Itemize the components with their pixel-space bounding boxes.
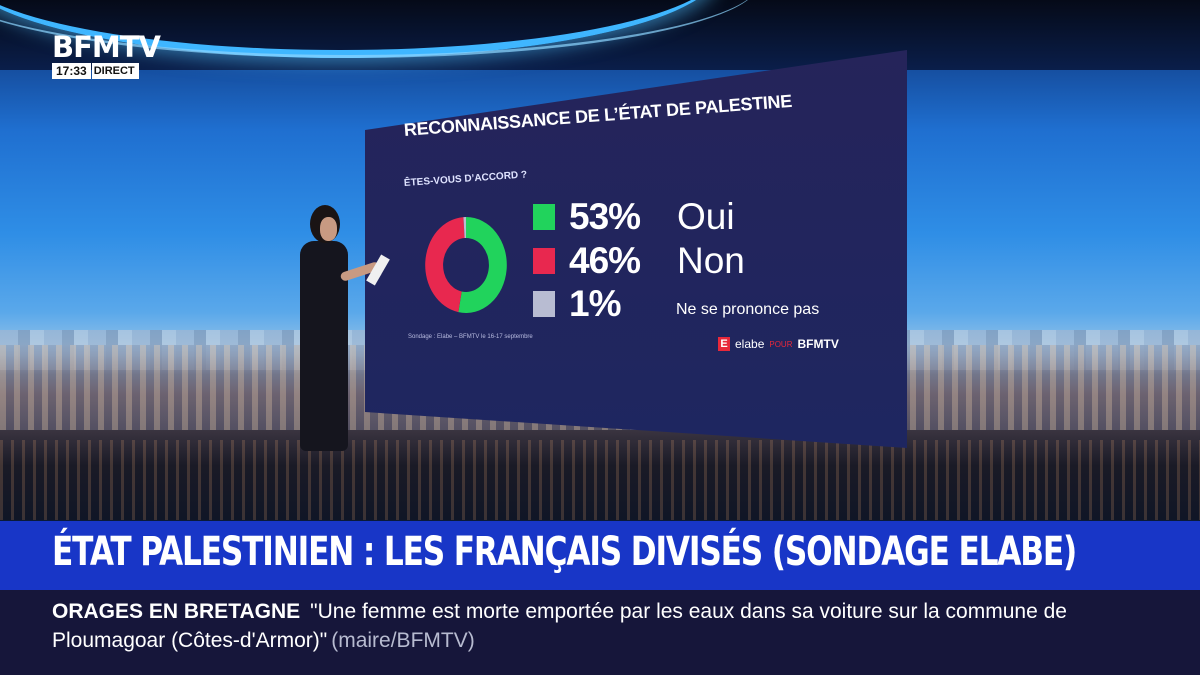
poll-source: Sondage : Elabe – BFMTV le 16-17 septemb… (408, 334, 533, 340)
live-clock: 17:33 DIRECT (52, 63, 160, 79)
live-badge: DIRECT (91, 63, 139, 79)
result-non-value: 46% (569, 240, 641, 281)
elabe-logo-icon: E (718, 337, 730, 351)
result-row-nsp: 1% (533, 283, 621, 325)
result-non-label: Non (677, 240, 745, 281)
channel-logo: BFMTV 17:33 DIRECT (52, 30, 161, 79)
presenter (298, 205, 390, 455)
headline: ÉTAT PALESTINIEN : LES FRANÇAIS DIVISÉS … (52, 529, 1077, 575)
result-nsp-label: Ne se prononce pas (676, 301, 820, 318)
swatch-nsp (533, 291, 555, 317)
result-oui-value: 53% (569, 196, 641, 237)
news-ticker: ORAGES EN BRETAGNE "Une femme est morte e… (52, 597, 1152, 655)
result-row-non: 46% (533, 240, 641, 282)
swatch-non (533, 248, 555, 274)
clock-time: 17:33 (52, 63, 91, 79)
elabe-brand: E elabe POUR BFMTV (718, 337, 839, 351)
ticker-text: "Une femme est morte emportée par les ea… (52, 600, 1067, 652)
ticker-source: (maire/BFMTV) (331, 629, 475, 652)
poll-donut-chart (425, 217, 507, 313)
studio-floor (0, 430, 1200, 520)
floor-reflection (0, 440, 1200, 520)
headline-bar (0, 521, 1200, 590)
result-row-oui: 53% (533, 196, 641, 238)
ticker-bar (0, 590, 1200, 675)
result-nsp-value: 1% (569, 283, 621, 324)
result-oui-label: Oui (677, 196, 735, 237)
donut-slice-1 (425, 217, 465, 313)
brand-pour: POUR (769, 339, 793, 349)
donut-slice-2 (463, 217, 466, 239)
channel-name: BFMTV (52, 30, 161, 64)
presenter-face (320, 217, 337, 241)
donut-slice-0 (458, 217, 507, 313)
ticker-keyword: ORAGES EN BRETAGNE (52, 600, 301, 623)
ceiling-light-arc-inner (0, 0, 760, 58)
elabe-name: elabe (735, 337, 765, 351)
brand-partner: BFMTV (797, 337, 839, 351)
swatch-oui (533, 204, 555, 230)
